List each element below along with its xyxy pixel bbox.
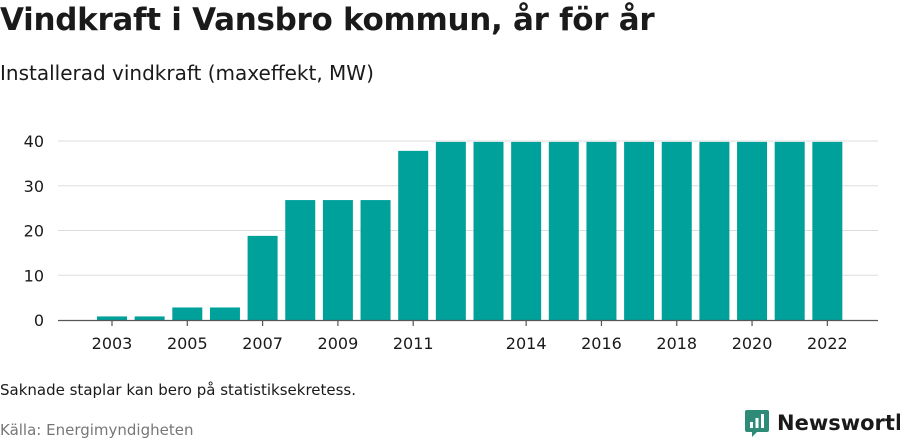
bar	[473, 141, 504, 320]
bar	[398, 150, 429, 320]
x-tick-label: 2018	[656, 334, 697, 353]
bar	[172, 307, 203, 320]
bar	[586, 141, 617, 320]
y-tick-label: 20	[24, 222, 44, 241]
bar	[699, 141, 730, 320]
x-tick-label: 2005	[167, 334, 208, 353]
bar-chart: 0 10 20 30 40 2003 2005 2007 2009 2011 2014 2016 201…	[24, 132, 878, 353]
x-tick-label: 2007	[242, 334, 283, 353]
bar	[661, 141, 692, 320]
y-tick-label: 10	[24, 266, 44, 285]
bar	[134, 316, 165, 320]
chart-title: Vindkraft i Vansbro kommun, år för år	[0, 2, 655, 38]
brand-logo[interactable]: Newsworthy	[744, 408, 900, 438]
bar	[548, 141, 579, 320]
y-tick-label: 0	[34, 311, 44, 330]
x-tick-label: 2020	[732, 334, 773, 353]
source-label: Källa: Energimyndigheten	[0, 421, 194, 439]
bar	[97, 316, 127, 320]
y-tick-label: 30	[24, 177, 44, 196]
x-tick-label: 2014	[506, 334, 547, 353]
bar	[624, 141, 655, 320]
y-tick-label: 40	[24, 132, 44, 151]
bar	[774, 141, 805, 320]
bar	[360, 200, 391, 320]
footnote: Saknade staplar kan bero på statistiksek…	[0, 381, 357, 399]
brand-name: Newsworthy	[777, 411, 900, 435]
x-tick-label: 2009	[318, 334, 359, 353]
bar	[322, 200, 353, 320]
bar	[285, 200, 316, 320]
x-tick-label: 2003	[92, 334, 133, 353]
x-tick-label: 2016	[581, 334, 622, 353]
x-tick-label: 2011	[393, 334, 434, 353]
bar	[247, 235, 278, 320]
bar	[737, 141, 768, 320]
chart-subtitle: Installerad vindkraft (maxeffekt, MW)	[0, 61, 374, 85]
bar	[511, 141, 542, 320]
bar	[435, 141, 466, 320]
bar	[209, 307, 240, 320]
newsworthy-logo-icon	[745, 410, 769, 437]
x-tick-label: 2022	[807, 334, 848, 353]
bar	[812, 141, 843, 320]
